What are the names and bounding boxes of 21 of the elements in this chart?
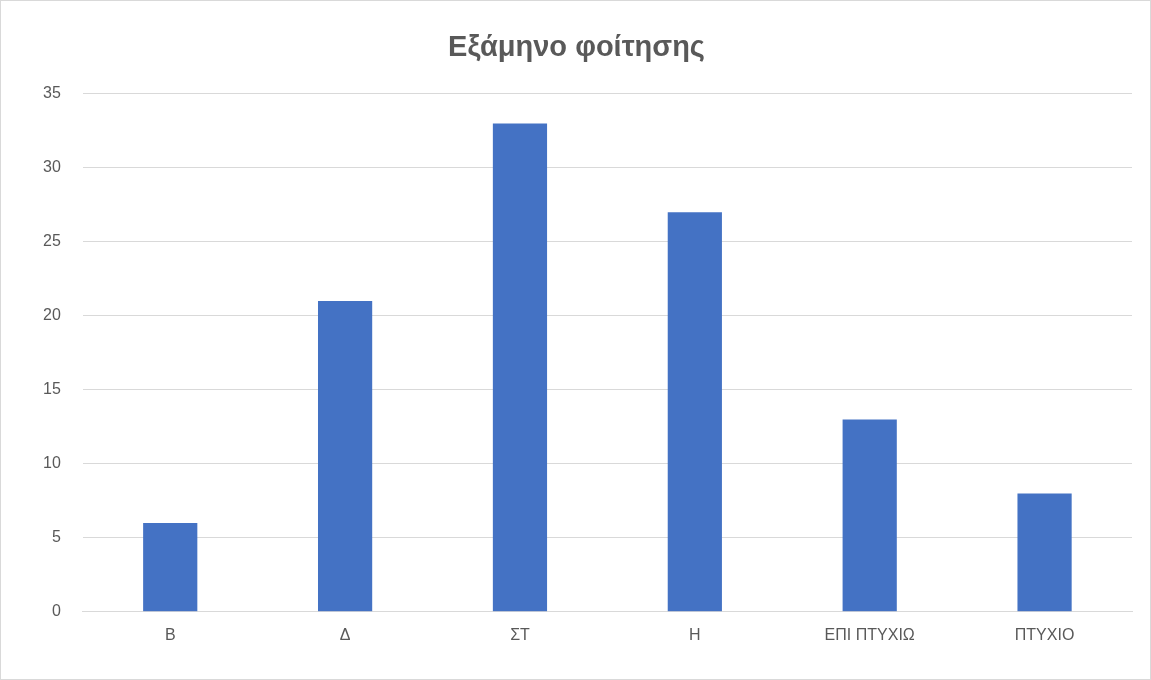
x-tick-label: ΣΤ xyxy=(510,625,531,643)
x-tick-label: ΠΤΥΧΙΟ xyxy=(1014,625,1075,643)
bar xyxy=(492,123,548,612)
bar xyxy=(842,419,897,612)
bar xyxy=(317,301,373,612)
x-tick-label: Η xyxy=(689,625,701,643)
y-tick-label: 30 xyxy=(43,158,61,176)
y-tick-label: 35 xyxy=(43,84,61,102)
y-tick-label: 5 xyxy=(51,528,61,546)
x-tick-label: Δ xyxy=(339,625,351,643)
x-tick-label: ΕΠΙ ΠΤΥΧΙΩ xyxy=(824,625,915,643)
bar xyxy=(667,212,722,612)
x-tick-label: Β xyxy=(164,625,176,643)
y-tick-label: 20 xyxy=(43,306,61,324)
y-tick-label: 15 xyxy=(43,380,61,398)
chart-title: Εξάμηνο φοίτησης xyxy=(448,30,705,63)
bar xyxy=(1017,493,1072,612)
bar xyxy=(143,523,198,612)
y-tick-label: 0 xyxy=(51,602,61,620)
y-tick-label: 25 xyxy=(43,232,61,250)
y-tick-label: 10 xyxy=(43,454,61,472)
